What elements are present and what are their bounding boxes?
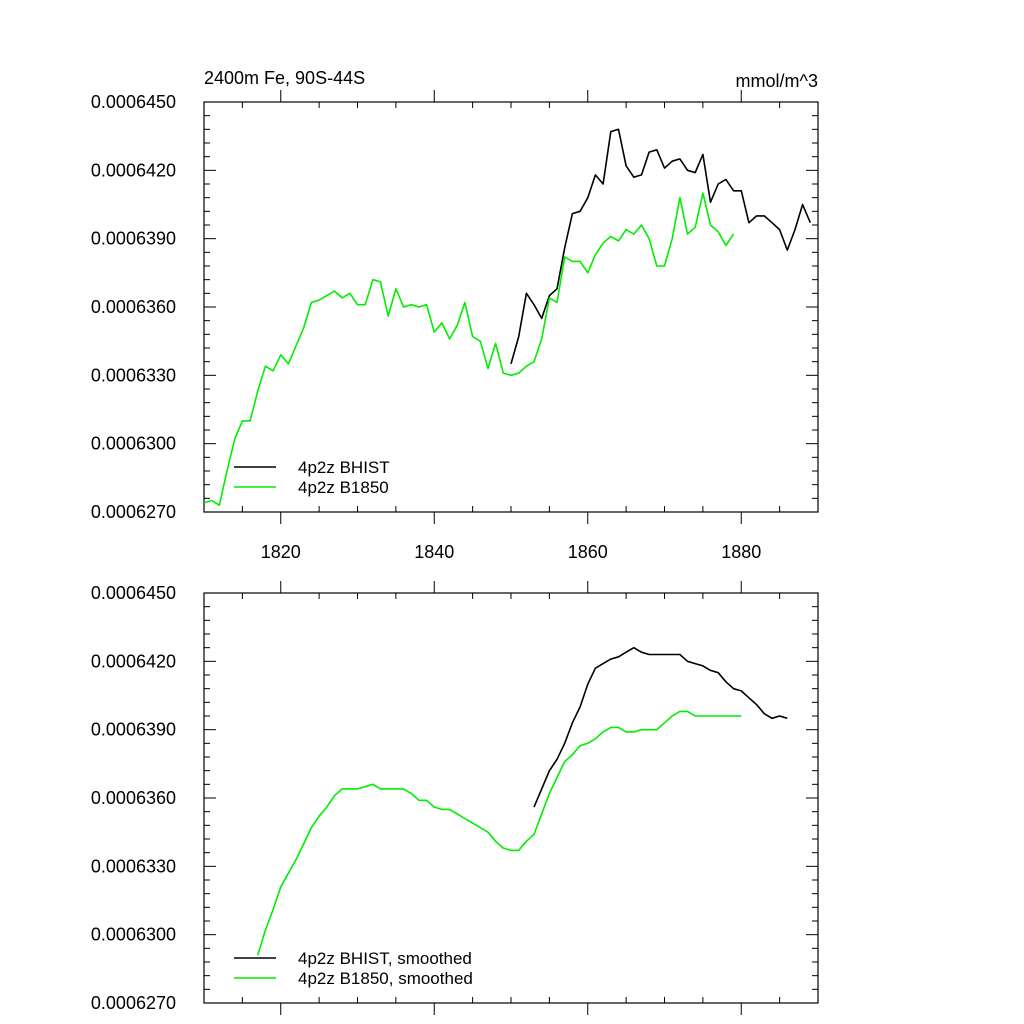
y-tick-label: 0.0006420 <box>91 160 176 180</box>
panel-title-left: 2400m Fe, 90S-44S <box>204 68 365 88</box>
bottom-panel: 0.0006270 0.0006300 0.0006330 0.0006360 0.00… <box>91 581 819 1015</box>
series-line <box>203 192 735 507</box>
y-tick-label: 0.0006270 <box>91 502 176 522</box>
y-tick-label: 0.0006270 <box>91 993 176 1013</box>
plot-frame <box>203 101 819 513</box>
legend-label: 4p2z BHIST, smoothed <box>298 949 472 968</box>
plot-frame <box>203 592 819 1004</box>
x-tick-label: 1860 <box>568 542 608 562</box>
x-tick-label: 1880 <box>721 542 761 562</box>
y-tick-label: 0.0006450 <box>91 583 176 603</box>
y-tick-label: 0.0006420 <box>91 651 176 671</box>
y-tick-label: 0.0006360 <box>91 788 176 808</box>
y-tick-label: 0.0006300 <box>91 925 176 945</box>
legend-label: 4p2z BHIST <box>298 458 390 477</box>
x-tick-label: 1820 <box>261 542 301 562</box>
y-tick-label: 0.0006450 <box>91 92 176 112</box>
y-tick-label: 0.0006360 <box>91 297 176 317</box>
legend-label: 4p2z B1850, smoothed <box>298 969 473 988</box>
legend-label: 4p2z B1850 <box>298 478 389 497</box>
series-line <box>533 646 788 808</box>
top-panel: 2400m Fe, 90S-44S mmol/m^3 0.0006270 0.00… <box>91 68 819 562</box>
series-line <box>510 128 812 365</box>
y-tick-label: 0.0006300 <box>91 434 176 454</box>
y-tick-label: 0.0006330 <box>91 365 176 385</box>
series-line <box>256 710 742 956</box>
y-tick-label: 0.0006330 <box>91 856 176 876</box>
y-tick-label: 0.0006390 <box>91 720 176 740</box>
x-tick-label: 1840 <box>414 542 454 562</box>
y-tick-label: 0.0006390 <box>91 229 176 249</box>
panel-title-right: mmol/m^3 <box>736 71 818 91</box>
